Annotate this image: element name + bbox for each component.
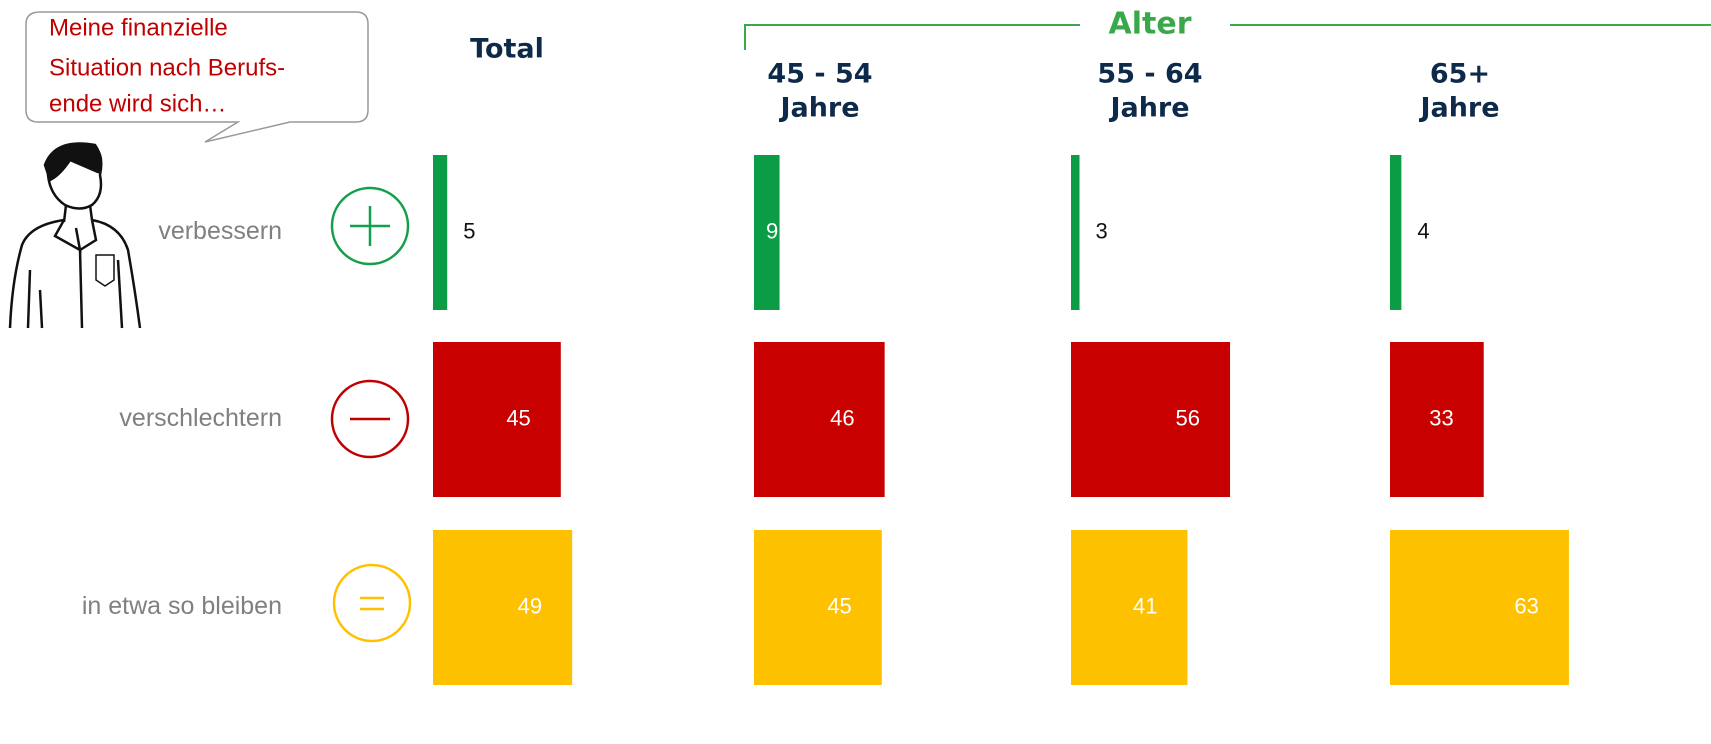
category-label: verschlechtern [119,404,282,432]
column-header: Jahre [1108,93,1189,124]
group-bracket [745,25,1711,50]
bar [1071,155,1080,310]
value-label: 46 [830,405,854,430]
bar [754,530,882,685]
annotation-line: ende wird sich… [49,90,226,117]
category-label: in etwa so bleiben [82,592,282,620]
value-label: 5 [463,218,475,243]
bar [433,342,561,497]
bar [433,155,447,310]
value-label: 45 [506,405,530,430]
annotation-line: Situation nach Berufs- [49,54,285,81]
bar [433,530,572,685]
bar [1390,155,1401,310]
value-label: 9 [766,218,778,243]
column-header: Jahre [1418,93,1499,124]
column-header: 65+ [1430,59,1490,90]
value-label: 4 [1417,218,1429,243]
bar [1071,342,1230,497]
value-label: 49 [518,593,542,618]
group-title: Alter [1109,7,1192,42]
chart: Meine finanzielle Situation nach Berufs-… [0,0,1711,744]
column-header: Jahre [778,93,859,124]
column-header: Total [470,34,544,65]
person-illustration [10,144,140,328]
category-label: verbessern [158,217,282,245]
value-label: 45 [827,593,851,618]
bar [754,342,885,497]
bar [1071,530,1187,685]
column-header: 55 - 64 [1097,59,1202,90]
annotation-line: Meine finanzielle [49,14,228,41]
value-label: 41 [1133,593,1157,618]
column-header: 45 - 54 [767,59,872,90]
value-label: 63 [1514,593,1538,618]
value-label: 3 [1096,218,1108,243]
value-label: 33 [1429,405,1453,430]
bar [1390,530,1569,685]
category-icons [332,188,410,641]
value-label: 56 [1176,405,1200,430]
